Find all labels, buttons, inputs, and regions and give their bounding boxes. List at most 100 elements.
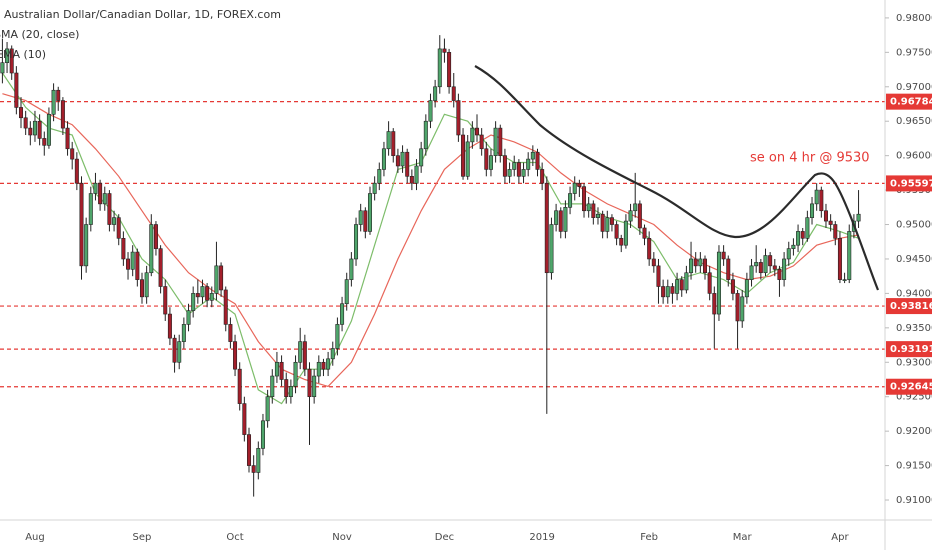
candle-body (372, 182, 377, 194)
candle-body (70, 148, 75, 160)
candle-body (405, 151, 410, 177)
candle-body (19, 107, 24, 119)
candle-body (823, 210, 828, 222)
candle-body (456, 100, 461, 136)
level-label-box (886, 378, 932, 395)
candle-body (535, 151, 540, 170)
candle-body (707, 272, 712, 294)
candle-body (619, 238, 624, 246)
candle-body (493, 127, 498, 156)
candle-body (447, 52, 452, 88)
candle-body (265, 396, 270, 422)
candle-body (312, 375, 317, 398)
candle-body (544, 182, 549, 274)
candle-body (98, 182, 103, 205)
candle-body (391, 131, 396, 156)
candle-body (279, 361, 284, 380)
candle-body (163, 286, 168, 315)
chart-title: Australian Dollar/Canadian Dollar, 1D, F… (4, 8, 281, 21)
candle-body (256, 448, 261, 473)
candle-body (251, 465, 256, 473)
candle-body (139, 279, 144, 298)
candle-body (428, 100, 433, 122)
candle-body (516, 162, 521, 177)
candle-body (763, 255, 768, 274)
candle-body (703, 258, 708, 274)
candle-body (65, 127, 70, 150)
candle-body (605, 217, 610, 232)
candle-body (433, 86, 438, 101)
legend-entry: SMA (20, close) (0, 28, 79, 41)
candle-body (595, 213, 600, 218)
candle-body (237, 368, 242, 404)
candle-body (670, 286, 675, 294)
candle-body (84, 224, 89, 267)
candle-body (451, 86, 456, 101)
candle-body (367, 193, 372, 232)
candle-body (712, 293, 717, 315)
candle-body (181, 324, 186, 342)
x-tick-label: 2019 (529, 532, 554, 543)
candle-body (102, 193, 107, 205)
candle-body (726, 258, 731, 280)
candle-body (270, 375, 275, 398)
candle-body (498, 127, 503, 156)
candle-body (116, 217, 121, 239)
candle-body (810, 203, 815, 218)
candle-body (563, 207, 568, 232)
candle-body (461, 134, 466, 177)
candle-body (754, 262, 759, 267)
candle-body (395, 155, 400, 167)
trend-curve (474, 65, 880, 291)
candle-body (540, 169, 545, 184)
candle-body (330, 348, 335, 360)
candle-body (74, 158, 79, 184)
candle-body (93, 182, 98, 194)
candle-body (107, 193, 112, 225)
x-tick-label: Aug (25, 532, 45, 543)
candle-body (42, 138, 47, 146)
candle-body (679, 279, 684, 291)
candle-body (600, 213, 605, 232)
level-label: 0.93191 (890, 344, 932, 355)
candle-body (167, 313, 172, 339)
candle-body (814, 189, 819, 205)
candle-body (316, 361, 321, 377)
candle-body (837, 238, 842, 280)
candle-body (791, 244, 796, 249)
candle-body (847, 231, 852, 280)
x-tick-label: Sep (133, 532, 152, 543)
candle-body (744, 279, 749, 298)
candle-body (14, 72, 19, 108)
candle-body (661, 286, 666, 298)
candle-body (698, 258, 703, 267)
x-tick-label: Apr (831, 532, 849, 543)
candle-body (740, 296, 745, 322)
legend-entry: EMA (10) (0, 48, 46, 61)
candle-body (186, 310, 191, 325)
x-tick-label: Nov (332, 532, 352, 543)
candle-body (112, 217, 117, 225)
candle-body (800, 231, 805, 239)
candle-body (386, 131, 391, 150)
candle-body (32, 120, 37, 136)
candle-body (530, 151, 535, 160)
level-label: 0.95597 (890, 178, 932, 189)
candle-body (465, 141, 470, 177)
candle-body (470, 127, 475, 143)
candle-body (228, 324, 233, 342)
candle-body (419, 148, 424, 167)
candle-body (623, 220, 628, 246)
candle-body (572, 182, 577, 194)
candle-body (205, 286, 210, 301)
